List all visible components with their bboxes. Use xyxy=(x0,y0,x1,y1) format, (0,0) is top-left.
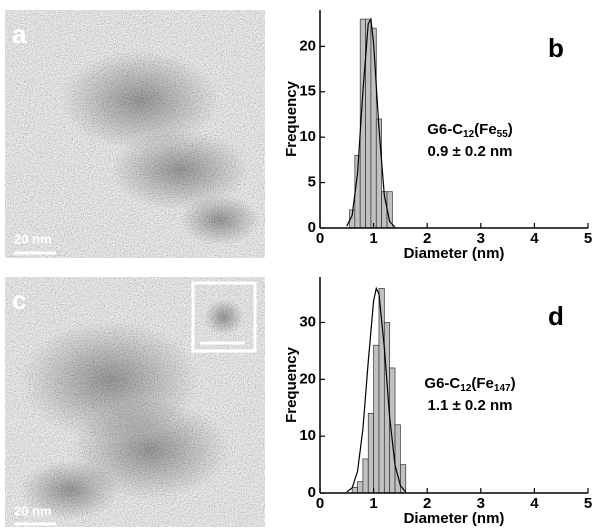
annotation-part: 12 xyxy=(460,383,472,394)
annotation-part: 55 xyxy=(497,129,509,140)
histogram-bar xyxy=(358,482,363,493)
y-axis-label: Frequency xyxy=(283,80,300,157)
annotation-value: 0.9 ± 0.2 nm xyxy=(428,143,513,160)
annotation-name: G6-C12(Fe55) xyxy=(427,121,513,140)
figure: a 20 nm c 20 nm 01234505101520Diameter (… xyxy=(0,0,593,532)
x-axis-label: Diameter (nm) xyxy=(404,510,505,527)
tem-image: a 20 nm xyxy=(5,10,265,258)
y-tick-label: 15 xyxy=(299,83,316,100)
annotation-part: G6-C xyxy=(427,121,463,138)
histogram-bar xyxy=(352,487,357,493)
y-tick-label: 10 xyxy=(299,128,316,145)
annotation-part: 147 xyxy=(494,383,511,394)
x-tick-label: 5 xyxy=(584,495,592,512)
x-tick-label: 1 xyxy=(369,230,377,247)
annotation-part: (Fe xyxy=(471,375,494,392)
panel-label: a xyxy=(12,19,27,49)
histogram-bar xyxy=(371,28,376,228)
y-tick-label: 0 xyxy=(308,484,316,501)
tem-image: c 20 nm xyxy=(5,277,265,527)
annotation-name: G6-C12(Fe147) xyxy=(424,375,515,394)
annotation-part: ) xyxy=(508,121,513,138)
x-tick-label: 1 xyxy=(369,495,377,512)
y-tick-label: 20 xyxy=(299,37,316,54)
y-tick-label: 10 xyxy=(299,427,316,444)
scale-bar-label: 20 nm xyxy=(14,231,52,246)
panel-label: b xyxy=(548,33,564,63)
panel-label: d xyxy=(548,301,564,331)
annotation-value: 1.1 ± 0.2 nm xyxy=(428,397,513,414)
histogram-bar xyxy=(363,459,368,493)
annotation-part: ) xyxy=(511,375,516,392)
x-axis-label: Diameter (nm) xyxy=(404,245,505,262)
y-tick-label: 5 xyxy=(308,174,316,191)
y-tick-label: 20 xyxy=(299,370,316,387)
annotation-part: (Fe xyxy=(474,121,497,138)
x-tick-label: 4 xyxy=(530,230,539,247)
x-tick-label: 5 xyxy=(584,230,592,247)
panel-label: c xyxy=(12,285,26,315)
y-tick-label: 30 xyxy=(299,313,316,330)
annotation-part: G6-C xyxy=(424,375,460,392)
x-tick-label: 4 xyxy=(530,495,539,512)
histogram-bar xyxy=(390,368,395,493)
x-tick-label: 0 xyxy=(316,495,324,512)
annotation-part: 12 xyxy=(463,129,475,140)
histogram-bar xyxy=(368,413,373,493)
scale-bar-label: 20 nm xyxy=(14,503,52,518)
histogram-bar xyxy=(374,345,379,493)
y-axis-label: Frequency xyxy=(283,346,300,423)
x-tick-label: 0 xyxy=(316,230,324,247)
y-tick-label: 0 xyxy=(308,219,316,236)
